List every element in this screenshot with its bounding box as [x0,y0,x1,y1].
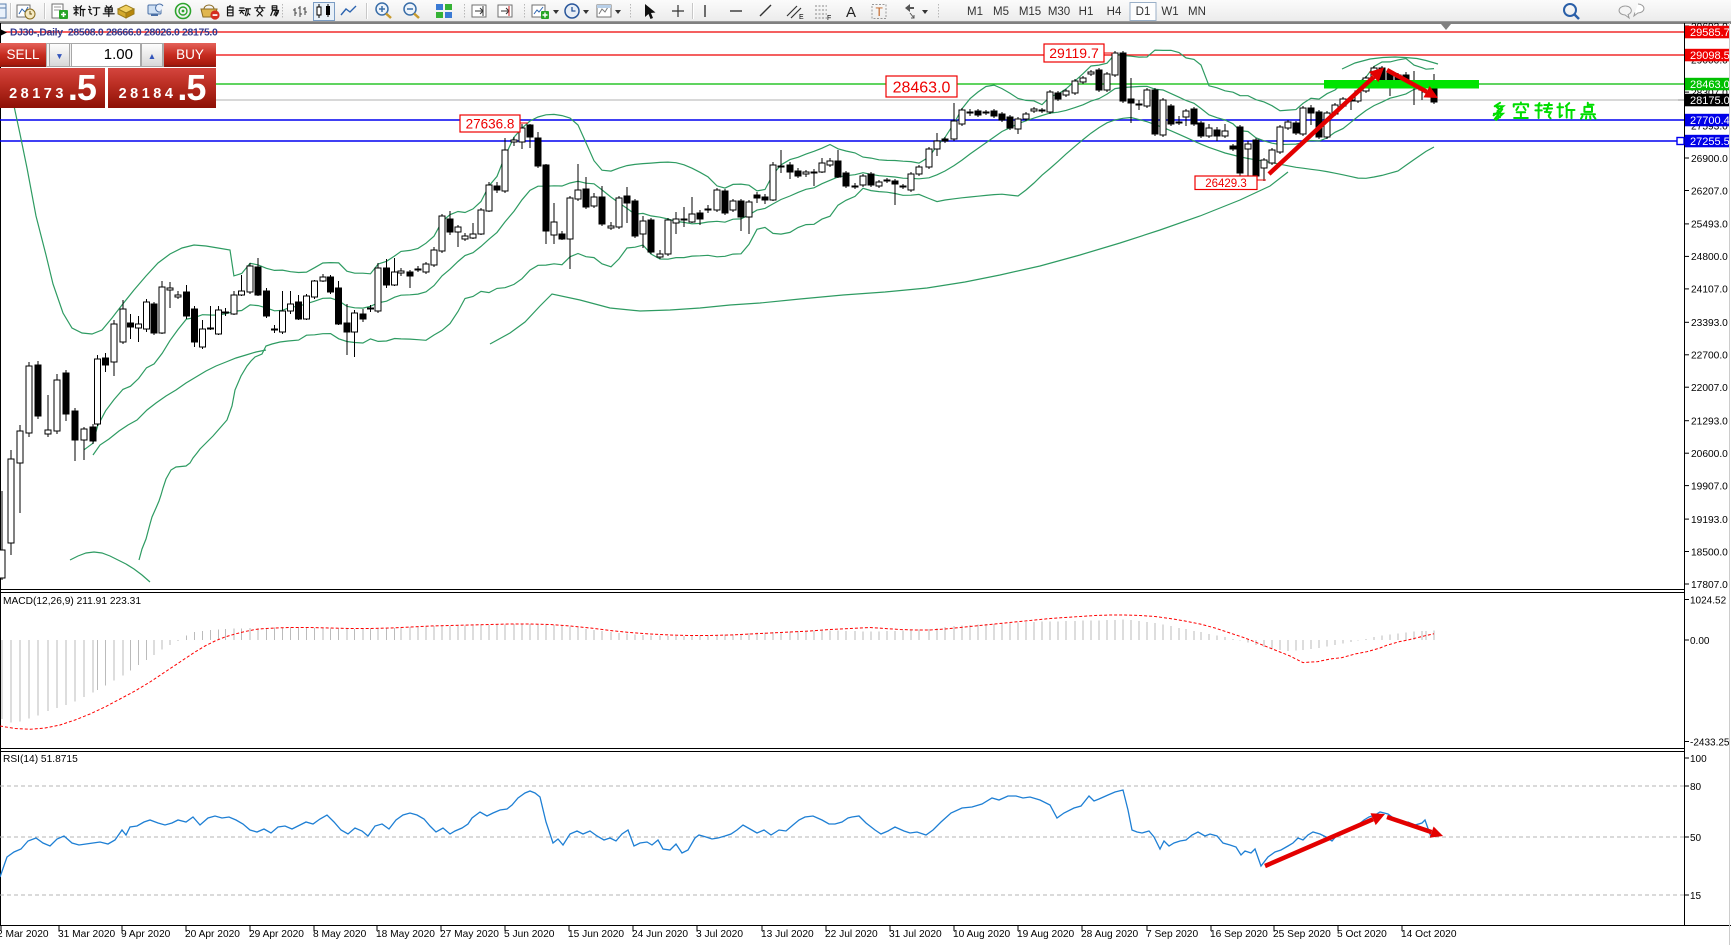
svg-text:27255.5: 27255.5 [1690,136,1730,148]
svg-text:28463.0: 28463.0 [893,79,951,96]
svg-text:DJ30-,Daily 28508.0 28666.0 2: DJ30-,Daily 28508.0 28666.0 28026.0 2817… [10,28,218,39]
svg-text:3 Jul 2020: 3 Jul 2020 [696,929,743,940]
svg-text:28175.0: 28175.0 [1690,95,1730,107]
svg-text:26429.3: 26429.3 [1205,178,1247,190]
svg-text:24 Jun 2020: 24 Jun 2020 [632,929,688,940]
svg-text:25493.0: 25493.0 [1691,220,1728,231]
svg-text:22700.0: 22700.0 [1691,351,1728,362]
svg-text:13 Jul 2020: 13 Jul 2020 [761,929,814,940]
svg-text:E: E [799,14,804,21]
svg-text:28 Aug 2020: 28 Aug 2020 [1081,929,1139,940]
svg-text:100: 100 [1690,754,1707,765]
svg-text:F: F [827,15,831,22]
svg-text:5 Jun 2020: 5 Jun 2020 [504,929,555,940]
svg-text:W1: W1 [1161,6,1178,18]
svg-text:M5: M5 [993,6,1009,18]
svg-text:20600.0: 20600.0 [1691,449,1728,460]
svg-text:9 Apr 2020: 9 Apr 2020 [121,929,171,940]
svg-text:0.00: 0.00 [1690,636,1710,647]
svg-text:7 Sep 2020: 7 Sep 2020 [1146,929,1198,940]
svg-text:26207.0: 26207.0 [1691,186,1728,197]
svg-text:H4: H4 [1107,6,1122,18]
svg-text:MACD(12,26,9) 211.91 223.31: MACD(12,26,9) 211.91 223.31 [3,596,141,607]
svg-text:1024.52: 1024.52 [1690,595,1727,606]
svg-text:MN: MN [1188,6,1206,18]
svg-text:M15: M15 [1019,6,1041,18]
svg-text:19907.0: 19907.0 [1691,481,1728,492]
svg-text:27636.8: 27636.8 [466,116,515,131]
svg-text:18 May 2020: 18 May 2020 [376,929,435,940]
svg-text:20 Apr 2020: 20 Apr 2020 [185,929,240,940]
svg-text:80: 80 [1690,782,1702,793]
svg-text:D1: D1 [1136,6,1151,18]
svg-text:22007.0: 22007.0 [1691,383,1728,394]
svg-text:29119.7: 29119.7 [1049,45,1099,61]
svg-text:RSI(14) 51.8715: RSI(14) 51.8715 [3,754,78,765]
svg-text:2 Mar 2020: 2 Mar 2020 [0,929,49,940]
svg-text:28307.0: 28307.0 [1691,88,1728,99]
svg-text:19 Aug 2020: 19 Aug 2020 [1017,929,1075,940]
svg-text:31 Jul 2020: 31 Jul 2020 [889,929,942,940]
svg-text:18500.0: 18500.0 [1691,547,1728,558]
svg-text:22 Jul 2020: 22 Jul 2020 [825,929,878,940]
svg-text:29585.7: 29585.7 [1690,27,1730,39]
svg-text:16 Sep 2020: 16 Sep 2020 [1210,929,1268,940]
svg-text:5 Oct 2020: 5 Oct 2020 [1337,929,1387,940]
svg-text:19193.0: 19193.0 [1691,515,1728,526]
svg-text:24107.0: 24107.0 [1691,285,1728,296]
svg-text:M1: M1 [967,6,983,18]
svg-text:29098.5: 29098.5 [1690,50,1730,62]
svg-text:29 Apr 2020: 29 Apr 2020 [249,929,304,940]
svg-text:27593.0: 27593.0 [1691,121,1728,132]
svg-text:23393.0: 23393.0 [1691,318,1728,329]
svg-text:10 Aug 2020: 10 Aug 2020 [953,929,1011,940]
svg-text:27 May 2020: 27 May 2020 [440,929,499,940]
svg-text:H1: H1 [1079,6,1094,18]
svg-text:17807.0: 17807.0 [1691,580,1728,591]
svg-text:-2433.25: -2433.25 [1690,737,1730,748]
svg-text:26900.0: 26900.0 [1691,154,1728,165]
svg-text:25 Sep 2020: 25 Sep 2020 [1273,929,1331,940]
svg-text:31 Mar 2020: 31 Mar 2020 [58,929,116,940]
svg-text:27700.4: 27700.4 [1690,115,1730,127]
svg-text:A: A [846,4,856,21]
svg-text:50: 50 [1690,833,1702,844]
svg-text:8 May 2020: 8 May 2020 [313,929,367,940]
svg-text:14 Oct 2020: 14 Oct 2020 [1401,929,1457,940]
svg-text:24800.0: 24800.0 [1691,252,1728,263]
svg-text:15 Jun 2020: 15 Jun 2020 [568,929,624,940]
svg-text:28463.0: 28463.0 [1690,79,1730,91]
svg-text:T: T [876,5,884,19]
svg-text:M30: M30 [1048,6,1070,18]
svg-text:21293.0: 21293.0 [1691,417,1728,428]
svg-text:15: 15 [1690,891,1702,902]
